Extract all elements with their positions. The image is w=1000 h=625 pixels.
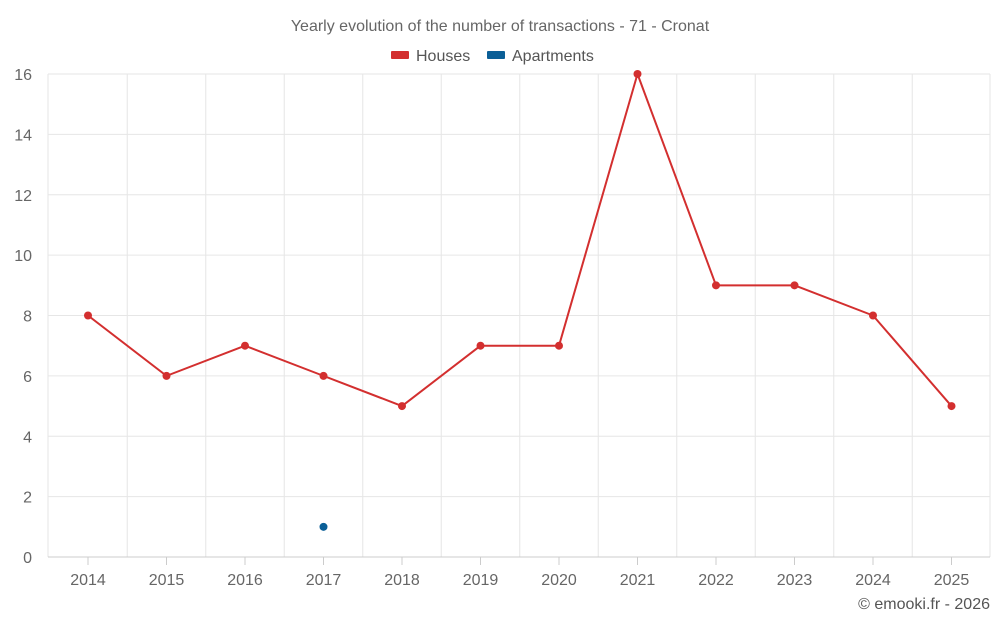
x-tick-label: 2014 bbox=[70, 572, 106, 589]
x-tick-label: 2018 bbox=[384, 572, 420, 589]
y-tick-label: 0 bbox=[23, 550, 32, 567]
x-tick-label: 2017 bbox=[306, 572, 342, 589]
y-tick-label: 2 bbox=[23, 490, 32, 507]
x-gridlines bbox=[47, 74, 991, 557]
y-tick-label: 10 bbox=[14, 248, 32, 265]
series-houses bbox=[84, 70, 956, 411]
data-point-houses[interactable] bbox=[712, 281, 720, 290]
series-apartments bbox=[319, 522, 328, 531]
legend-label-apartments: Apartments bbox=[512, 48, 594, 65]
x-tick-label: 2025 bbox=[934, 572, 970, 589]
data-point-houses[interactable] bbox=[947, 402, 956, 411]
x-tick-label: 2015 bbox=[149, 572, 185, 589]
x-tick-label: 2021 bbox=[620, 572, 656, 589]
legend-label-houses: Houses bbox=[416, 48, 470, 65]
credit-text: © emooki.fr - 2026 bbox=[858, 596, 990, 613]
y-tick-label: 12 bbox=[14, 188, 32, 205]
data-point-houses[interactable] bbox=[398, 402, 406, 411]
y-tick-label: 14 bbox=[14, 127, 32, 144]
chart-title: Yearly evolution of the number of transa… bbox=[291, 18, 710, 35]
data-point-houses[interactable] bbox=[84, 311, 92, 320]
x-tick-label: 2022 bbox=[698, 572, 734, 589]
y-gridlines bbox=[48, 73, 990, 498]
legend: Houses Apartments bbox=[391, 48, 594, 65]
legend-item-houses[interactable]: Houses bbox=[391, 48, 470, 65]
x-tick-label: 2020 bbox=[541, 572, 577, 589]
legend-item-apartments[interactable]: Apartments bbox=[487, 48, 594, 65]
data-point-houses[interactable] bbox=[319, 371, 328, 380]
x-tick-label: 2024 bbox=[855, 572, 891, 589]
x-tick-label: 2016 bbox=[227, 572, 263, 589]
y-tick-label: 4 bbox=[23, 429, 32, 446]
x-tick-label: 2019 bbox=[463, 572, 499, 589]
y-tick-label: 8 bbox=[23, 309, 32, 326]
data-point-houses[interactable] bbox=[476, 341, 485, 350]
data-point-houses[interactable] bbox=[555, 341, 563, 350]
y-tick-label: 16 bbox=[14, 67, 32, 84]
x-axis-ticks: 2014 2015 2016 2017 2018 2019 2020 2021 2022 2023… bbox=[70, 557, 969, 589]
data-point-houses[interactable] bbox=[241, 341, 249, 350]
x-tick-label: 2023 bbox=[777, 572, 813, 589]
legend-swatch-apartments bbox=[487, 51, 505, 59]
data-point-houses[interactable] bbox=[869, 311, 877, 320]
data-point-houses[interactable] bbox=[633, 70, 642, 78]
series-line-houses bbox=[87, 73, 953, 408]
data-point-houses[interactable] bbox=[790, 281, 799, 290]
series-layer bbox=[84, 70, 956, 531]
y-axis-ticks: 0 2 4 6 8 10 12 14 16 bbox=[14, 67, 32, 567]
data-point-apartments[interactable] bbox=[319, 522, 328, 531]
y-tick-label: 6 bbox=[23, 369, 32, 386]
legend-swatch-houses bbox=[391, 51, 409, 59]
data-point-houses[interactable] bbox=[162, 371, 171, 380]
